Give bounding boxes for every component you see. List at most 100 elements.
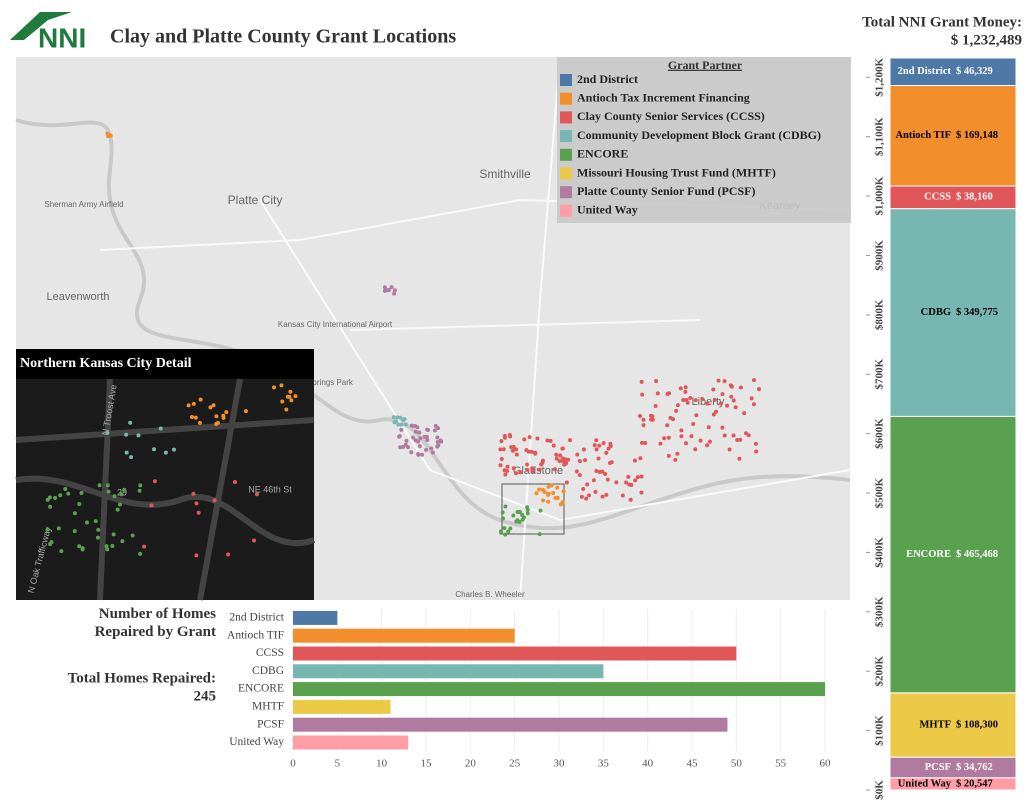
x-tick-label: 5	[335, 758, 341, 770]
location-dot	[746, 433, 751, 438]
location-dot	[224, 410, 229, 415]
location-dot	[122, 487, 127, 492]
location-dot	[435, 444, 440, 449]
x-tick-label: 35	[598, 758, 610, 770]
segment-value: $ 38,160	[956, 192, 993, 203]
location-dot	[705, 401, 710, 406]
location-dot	[124, 450, 129, 455]
location-dot	[638, 456, 643, 461]
y-tick-label: CCSS	[256, 647, 284, 659]
location-dot	[729, 384, 734, 389]
location-dot	[722, 379, 727, 384]
location-dot	[706, 425, 711, 430]
location-dot	[105, 430, 110, 435]
location-dot	[720, 392, 725, 397]
location-dot	[48, 504, 53, 509]
location-dot	[279, 383, 284, 388]
location-dot	[53, 496, 58, 501]
location-dot	[193, 415, 198, 420]
location-dot	[683, 385, 688, 390]
y-tick-label: $0K	[874, 780, 886, 800]
location-dot	[105, 547, 110, 552]
x-tick-label: 15	[421, 758, 433, 770]
location-dot	[751, 378, 756, 383]
location-dot	[633, 478, 638, 483]
location-dot	[425, 428, 430, 433]
location-dot	[72, 529, 77, 534]
location-dot	[584, 496, 589, 501]
location-dot	[511, 466, 516, 471]
segment-value: $ 20,547	[956, 778, 993, 789]
legend-label: Platte County Senior Fund (PCSF)	[577, 184, 755, 198]
location-dot	[738, 385, 743, 390]
location-dot	[665, 423, 670, 428]
location-dot	[693, 447, 698, 452]
location-dot	[546, 499, 551, 504]
location-dot	[640, 392, 645, 397]
location-dot	[124, 432, 129, 437]
x-tick-label: 0	[290, 758, 296, 770]
bar	[293, 610, 338, 625]
location-dot	[553, 467, 558, 472]
river	[15, 118, 851, 531]
location-dot	[503, 532, 508, 537]
location-dot	[252, 538, 257, 543]
location-dot	[754, 449, 759, 454]
segment-name: PCSF	[925, 762, 951, 773]
legend-label: 2nd District	[577, 72, 638, 86]
location-dot	[503, 472, 508, 477]
y-tick-label: $1,100K	[874, 117, 886, 156]
y-tick-label: MHTF	[252, 701, 284, 713]
location-dot	[608, 441, 613, 446]
location-dot	[653, 404, 658, 409]
location-dot	[47, 495, 52, 500]
location-dot	[666, 435, 671, 440]
segment-name: Antioch TIF	[895, 130, 951, 141]
location-dot	[560, 446, 565, 451]
location-dot	[425, 437, 430, 442]
location-dot	[684, 397, 689, 402]
location-dot	[152, 447, 157, 452]
stack-segment	[889, 415, 1017, 694]
location-dot	[667, 391, 672, 396]
legend-label: Missouri Housing Trust Fund (MHTF)	[577, 165, 776, 179]
segment-name: United Way	[898, 778, 952, 789]
location-dot	[97, 483, 102, 488]
location-dot	[516, 510, 521, 515]
location-dot	[392, 288, 397, 293]
location-dot	[525, 507, 530, 512]
location-dot	[105, 483, 110, 488]
location-dot	[420, 452, 425, 457]
location-dot	[626, 474, 631, 479]
location-dot	[597, 443, 602, 448]
chart-title: Total NNI Grant Money:	[862, 14, 1022, 30]
location-dot	[609, 460, 614, 465]
location-dot	[293, 394, 298, 399]
location-dot	[742, 411, 747, 416]
location-dot	[405, 445, 410, 450]
location-dot	[554, 452, 559, 457]
location-dot	[119, 492, 124, 497]
location-dot	[271, 385, 276, 390]
segment-name: ENCORE	[906, 549, 951, 560]
location-dot	[675, 403, 680, 408]
location-dot	[514, 471, 519, 476]
stack-segment	[889, 57, 1017, 87]
location-dot	[410, 435, 415, 440]
location-dot	[639, 474, 644, 479]
location-dot	[579, 494, 584, 499]
location-dot	[59, 549, 64, 554]
location-dot	[128, 420, 133, 425]
location-dot	[592, 443, 597, 448]
location-dot	[554, 456, 559, 461]
location-dot	[666, 453, 671, 458]
location-dot	[56, 526, 61, 531]
location-dot	[527, 435, 532, 440]
location-dot	[382, 285, 387, 290]
logo: NNI	[10, 12, 86, 53]
location-dot	[186, 403, 191, 408]
location-dot	[679, 428, 684, 433]
location-dot	[506, 529, 511, 534]
location-dot	[600, 494, 605, 499]
